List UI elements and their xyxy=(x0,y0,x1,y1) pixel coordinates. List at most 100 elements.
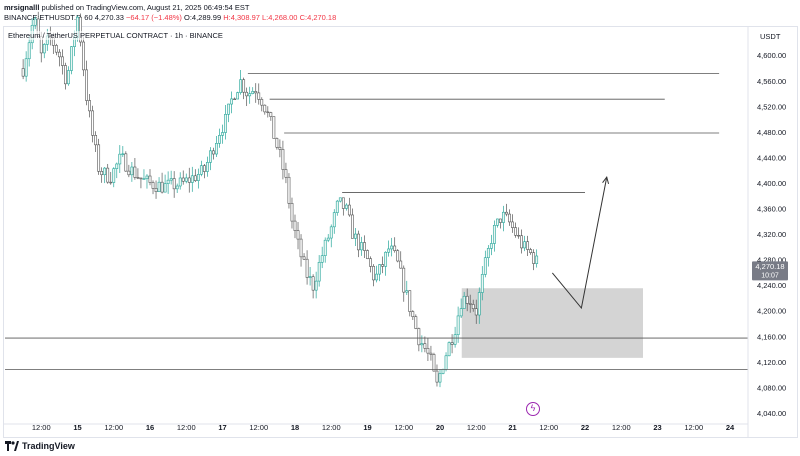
candle-body xyxy=(499,218,502,223)
candle-body xyxy=(163,183,167,193)
candle-body xyxy=(224,114,227,133)
candle-body xyxy=(514,227,517,236)
candle-body xyxy=(414,316,418,329)
candle-body xyxy=(115,163,119,169)
candle-body xyxy=(218,135,221,144)
candle-body xyxy=(302,256,306,260)
price-tick-label: 4,560.00 xyxy=(757,77,786,86)
candle-body xyxy=(215,143,218,155)
candle-body xyxy=(492,225,496,244)
time-tick-label: 12:00 xyxy=(684,423,703,432)
candle-body xyxy=(453,334,457,345)
candle-body xyxy=(378,264,381,275)
candle-body xyxy=(357,233,360,251)
candle-body xyxy=(79,16,82,43)
candle-body xyxy=(109,181,113,184)
candle-body xyxy=(172,178,176,190)
projection-path xyxy=(551,177,608,310)
candle-body xyxy=(341,197,345,209)
candle-body xyxy=(511,221,514,228)
candle-body xyxy=(520,235,523,249)
time-tick-label: 12:00 xyxy=(32,423,51,432)
candle-body xyxy=(106,167,110,183)
candle-body xyxy=(290,203,294,222)
price-tick-label: 4,600.00 xyxy=(757,51,786,60)
candle-body xyxy=(344,204,348,209)
candle-body xyxy=(402,267,406,293)
time-tick-label: 20 xyxy=(436,423,444,432)
time-tick-label: 24 xyxy=(726,423,735,432)
candle-body xyxy=(438,373,442,383)
price-tick-label: 4,320.00 xyxy=(757,230,786,239)
time-tick-label: 12:00 xyxy=(322,423,341,432)
high-value: H:4,308.97 xyxy=(223,13,260,22)
candle-body xyxy=(411,311,415,318)
time-tick-label: 12:00 xyxy=(177,423,196,432)
projection-arrowhead xyxy=(602,175,610,184)
candle-body xyxy=(308,276,312,278)
candle-body xyxy=(227,103,230,115)
candle-body xyxy=(296,230,300,240)
candle-body xyxy=(441,369,445,374)
ohlc-line: BINANCE:ETHUSDT.P, 60 4,270.33 −64.17 (−… xyxy=(4,13,336,22)
candle-body xyxy=(154,188,158,192)
candle-body xyxy=(121,153,125,155)
price-tick-label: 4,080.00 xyxy=(757,383,786,392)
candle-body xyxy=(502,211,505,223)
candle-body xyxy=(254,91,258,94)
candle-body xyxy=(366,250,369,259)
candle-body xyxy=(429,352,433,355)
price-tick-label: 4,440.00 xyxy=(757,153,786,162)
candle-body xyxy=(338,197,342,202)
candle-body xyxy=(305,258,309,278)
publisher-line: mrsignalll published on TradingView.com,… xyxy=(4,3,249,12)
candle-body xyxy=(248,93,252,97)
candle-body xyxy=(145,175,149,180)
candle-body xyxy=(387,248,391,253)
candle-body xyxy=(169,178,173,181)
time-tick-label: 18 xyxy=(291,423,299,432)
candle-body xyxy=(508,213,511,223)
candle-body xyxy=(465,295,469,304)
close-value: C:4,270.18 xyxy=(299,13,337,22)
candle-body xyxy=(133,166,137,178)
levels-layer xyxy=(5,73,748,370)
last-price-badge xyxy=(752,261,788,281)
candle-body xyxy=(100,171,104,176)
candle-body xyxy=(82,41,85,71)
candle-body xyxy=(350,214,354,239)
time-tick-label: 12:00 xyxy=(539,423,558,432)
candle-body xyxy=(417,328,421,346)
candle-body xyxy=(94,135,98,146)
price-tick-label: 4,360.00 xyxy=(757,205,786,214)
chart-frame xyxy=(3,26,798,438)
candle-body xyxy=(112,168,116,183)
candle-body xyxy=(299,238,303,258)
candle-body xyxy=(450,342,454,345)
time-tick-label: 12:00 xyxy=(467,423,486,432)
candle-body xyxy=(390,245,394,250)
publisher-name[interactable]: mrsignalll xyxy=(4,3,40,12)
price-tick-label: 4,040.00 xyxy=(757,409,786,418)
bar-countdown-label: 10:07 xyxy=(761,272,779,279)
price-tick-label: 4,120.00 xyxy=(757,358,786,367)
tradingview-brand: TradingView xyxy=(22,441,75,451)
low-value: L:4,268.00 xyxy=(262,13,298,22)
candle-body xyxy=(535,255,539,264)
candle-body xyxy=(21,68,25,77)
candle-body xyxy=(142,178,146,180)
candle-body xyxy=(24,58,28,77)
candle-body xyxy=(311,276,315,291)
candle-body xyxy=(148,175,152,183)
candle-body xyxy=(91,110,95,136)
candle-body xyxy=(396,250,400,262)
tradingview-logo[interactable]: TradingView xyxy=(5,441,75,451)
candle-body xyxy=(245,91,249,97)
candle-body xyxy=(495,218,499,226)
candle-body xyxy=(57,51,61,58)
candle-body xyxy=(269,112,273,117)
lightning-event-icon[interactable]: ϟ xyxy=(526,402,540,416)
candle-body xyxy=(323,239,327,256)
candle-body xyxy=(27,42,31,60)
